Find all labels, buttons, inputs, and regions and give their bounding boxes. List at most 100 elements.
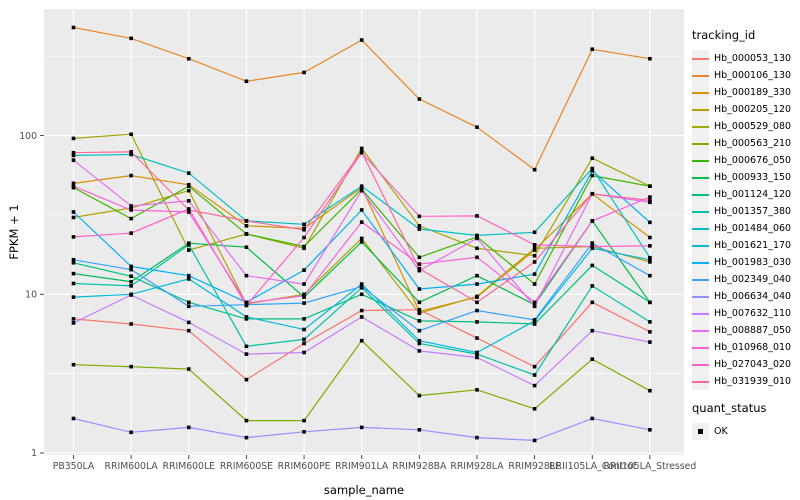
data-point-marker (129, 206, 133, 210)
data-point-marker (129, 264, 133, 269)
data-point-marker (71, 153, 76, 158)
data-point-marker (532, 373, 537, 377)
data-point-marker (71, 317, 76, 321)
data-point-marker (417, 341, 422, 346)
legend-key-icon (692, 271, 709, 288)
legend-item-Hb_000933_150: Hb_000933_150 (692, 169, 798, 186)
legend-item-label: Hb_001124_120 (714, 189, 792, 200)
data-point-marker (532, 272, 537, 276)
legend-key-icon (692, 288, 709, 305)
data-point-marker (186, 243, 191, 247)
x-tick-label: RRIM600PE (278, 461, 331, 472)
legend-key-icon (692, 237, 709, 254)
legend-item-Hb_000106_130: Hb_000106_130 (692, 67, 798, 84)
data-point-marker (302, 222, 306, 227)
legend-item-label: OK (714, 426, 728, 437)
legend-item-Hb_000053_130: Hb_000053_130 (692, 50, 798, 67)
data-point-marker (532, 322, 537, 326)
data-point-marker (359, 146, 364, 151)
legend-item-label: Hb_001484_060 (714, 223, 792, 234)
data-point-marker (417, 255, 422, 260)
data-point-marker (417, 349, 422, 353)
data-point-marker (648, 220, 652, 225)
data-point-marker (359, 150, 364, 154)
legend-item-Hb_001983_030: Hb_001983_030 (692, 254, 798, 271)
data-point-marker (475, 350, 479, 355)
data-point-marker (244, 344, 249, 349)
data-point-marker (244, 219, 249, 223)
data-point-marker (475, 282, 479, 286)
legend-key-icon (692, 305, 709, 322)
legend-key-icon (692, 84, 709, 101)
legend-key-icon (692, 356, 709, 373)
data-point-marker (71, 235, 76, 239)
data-point-marker (648, 184, 652, 188)
legend-item-Hb_008887_050: Hb_008887_050 (692, 322, 798, 339)
legend-item-label: Hb_001621_170 (714, 240, 792, 251)
data-point-marker (71, 271, 76, 276)
data-point-marker (302, 227, 306, 232)
data-point-marker (186, 56, 191, 61)
data-point-marker (71, 295, 76, 299)
legend-item-label: Hb_006634_040 (714, 291, 792, 302)
data-point-marker (71, 416, 76, 421)
data-point-marker (129, 364, 133, 369)
data-point-marker (475, 125, 479, 129)
data-point-marker (475, 255, 479, 260)
data-point-marker (71, 184, 76, 188)
data-point-marker (532, 282, 537, 286)
legend-item-Hb_000189_330: Hb_000189_330 (692, 84, 798, 101)
data-point-marker (359, 220, 364, 224)
data-point-marker (129, 36, 133, 41)
data-point-marker (244, 435, 249, 440)
data-point-marker (186, 300, 191, 305)
data-point-marker (417, 214, 422, 219)
legend-item-quant-ok: OK (692, 423, 798, 440)
data-point-marker (71, 150, 76, 155)
data-point-marker (129, 173, 133, 178)
data-point-marker (302, 282, 306, 286)
x-tick-label: RRIM600SE (220, 461, 273, 472)
legend-key-icon (692, 118, 709, 135)
data-point-marker (186, 188, 191, 193)
legend-item-label: Hb_001357_380 (714, 206, 792, 217)
data-point-marker (129, 267, 133, 272)
data-point-marker (532, 243, 537, 247)
data-point-marker (129, 322, 133, 326)
data-point-marker (359, 308, 364, 313)
data-point-marker (186, 248, 191, 252)
data-point-marker (244, 245, 249, 250)
data-point-marker (244, 418, 249, 423)
data-point-marker (417, 319, 422, 323)
data-point-marker (475, 273, 479, 278)
data-point-marker (417, 262, 422, 266)
legend-key-icon (692, 220, 709, 237)
data-point-marker (186, 367, 191, 371)
data-point-marker (71, 158, 76, 162)
data-point-marker (359, 315, 364, 319)
data-point-marker (71, 281, 76, 286)
legend-item-label: Hb_000205_120 (714, 104, 792, 115)
data-point-marker (129, 216, 133, 221)
data-point-marker (186, 273, 191, 278)
data-point-marker (475, 300, 479, 305)
legend-title-quant-status: quant_status (692, 401, 767, 415)
data-point-marker (590, 219, 595, 223)
legend-key-icon (692, 50, 709, 67)
legend-key-icon (692, 203, 709, 220)
data-point-marker (532, 230, 537, 235)
legend: tracking_id Hb_000053_130 Hb_000106_130 Hb… (692, 28, 798, 440)
data-point-marker (648, 340, 652, 344)
legend-item-label: Hb_010968_010 (714, 342, 792, 353)
x-tick-label: RRIM928LA (450, 461, 504, 472)
data-point-marker (648, 388, 652, 393)
data-point-marker (590, 169, 595, 173)
data-point-marker (244, 301, 249, 305)
data-point-marker (532, 167, 537, 172)
legend-item-label: Hb_000563_210 (714, 138, 792, 149)
y-tick-label: 100 (19, 131, 37, 142)
data-point-marker (532, 260, 537, 264)
data-point-marker (648, 255, 652, 260)
data-point-marker (475, 308, 479, 313)
